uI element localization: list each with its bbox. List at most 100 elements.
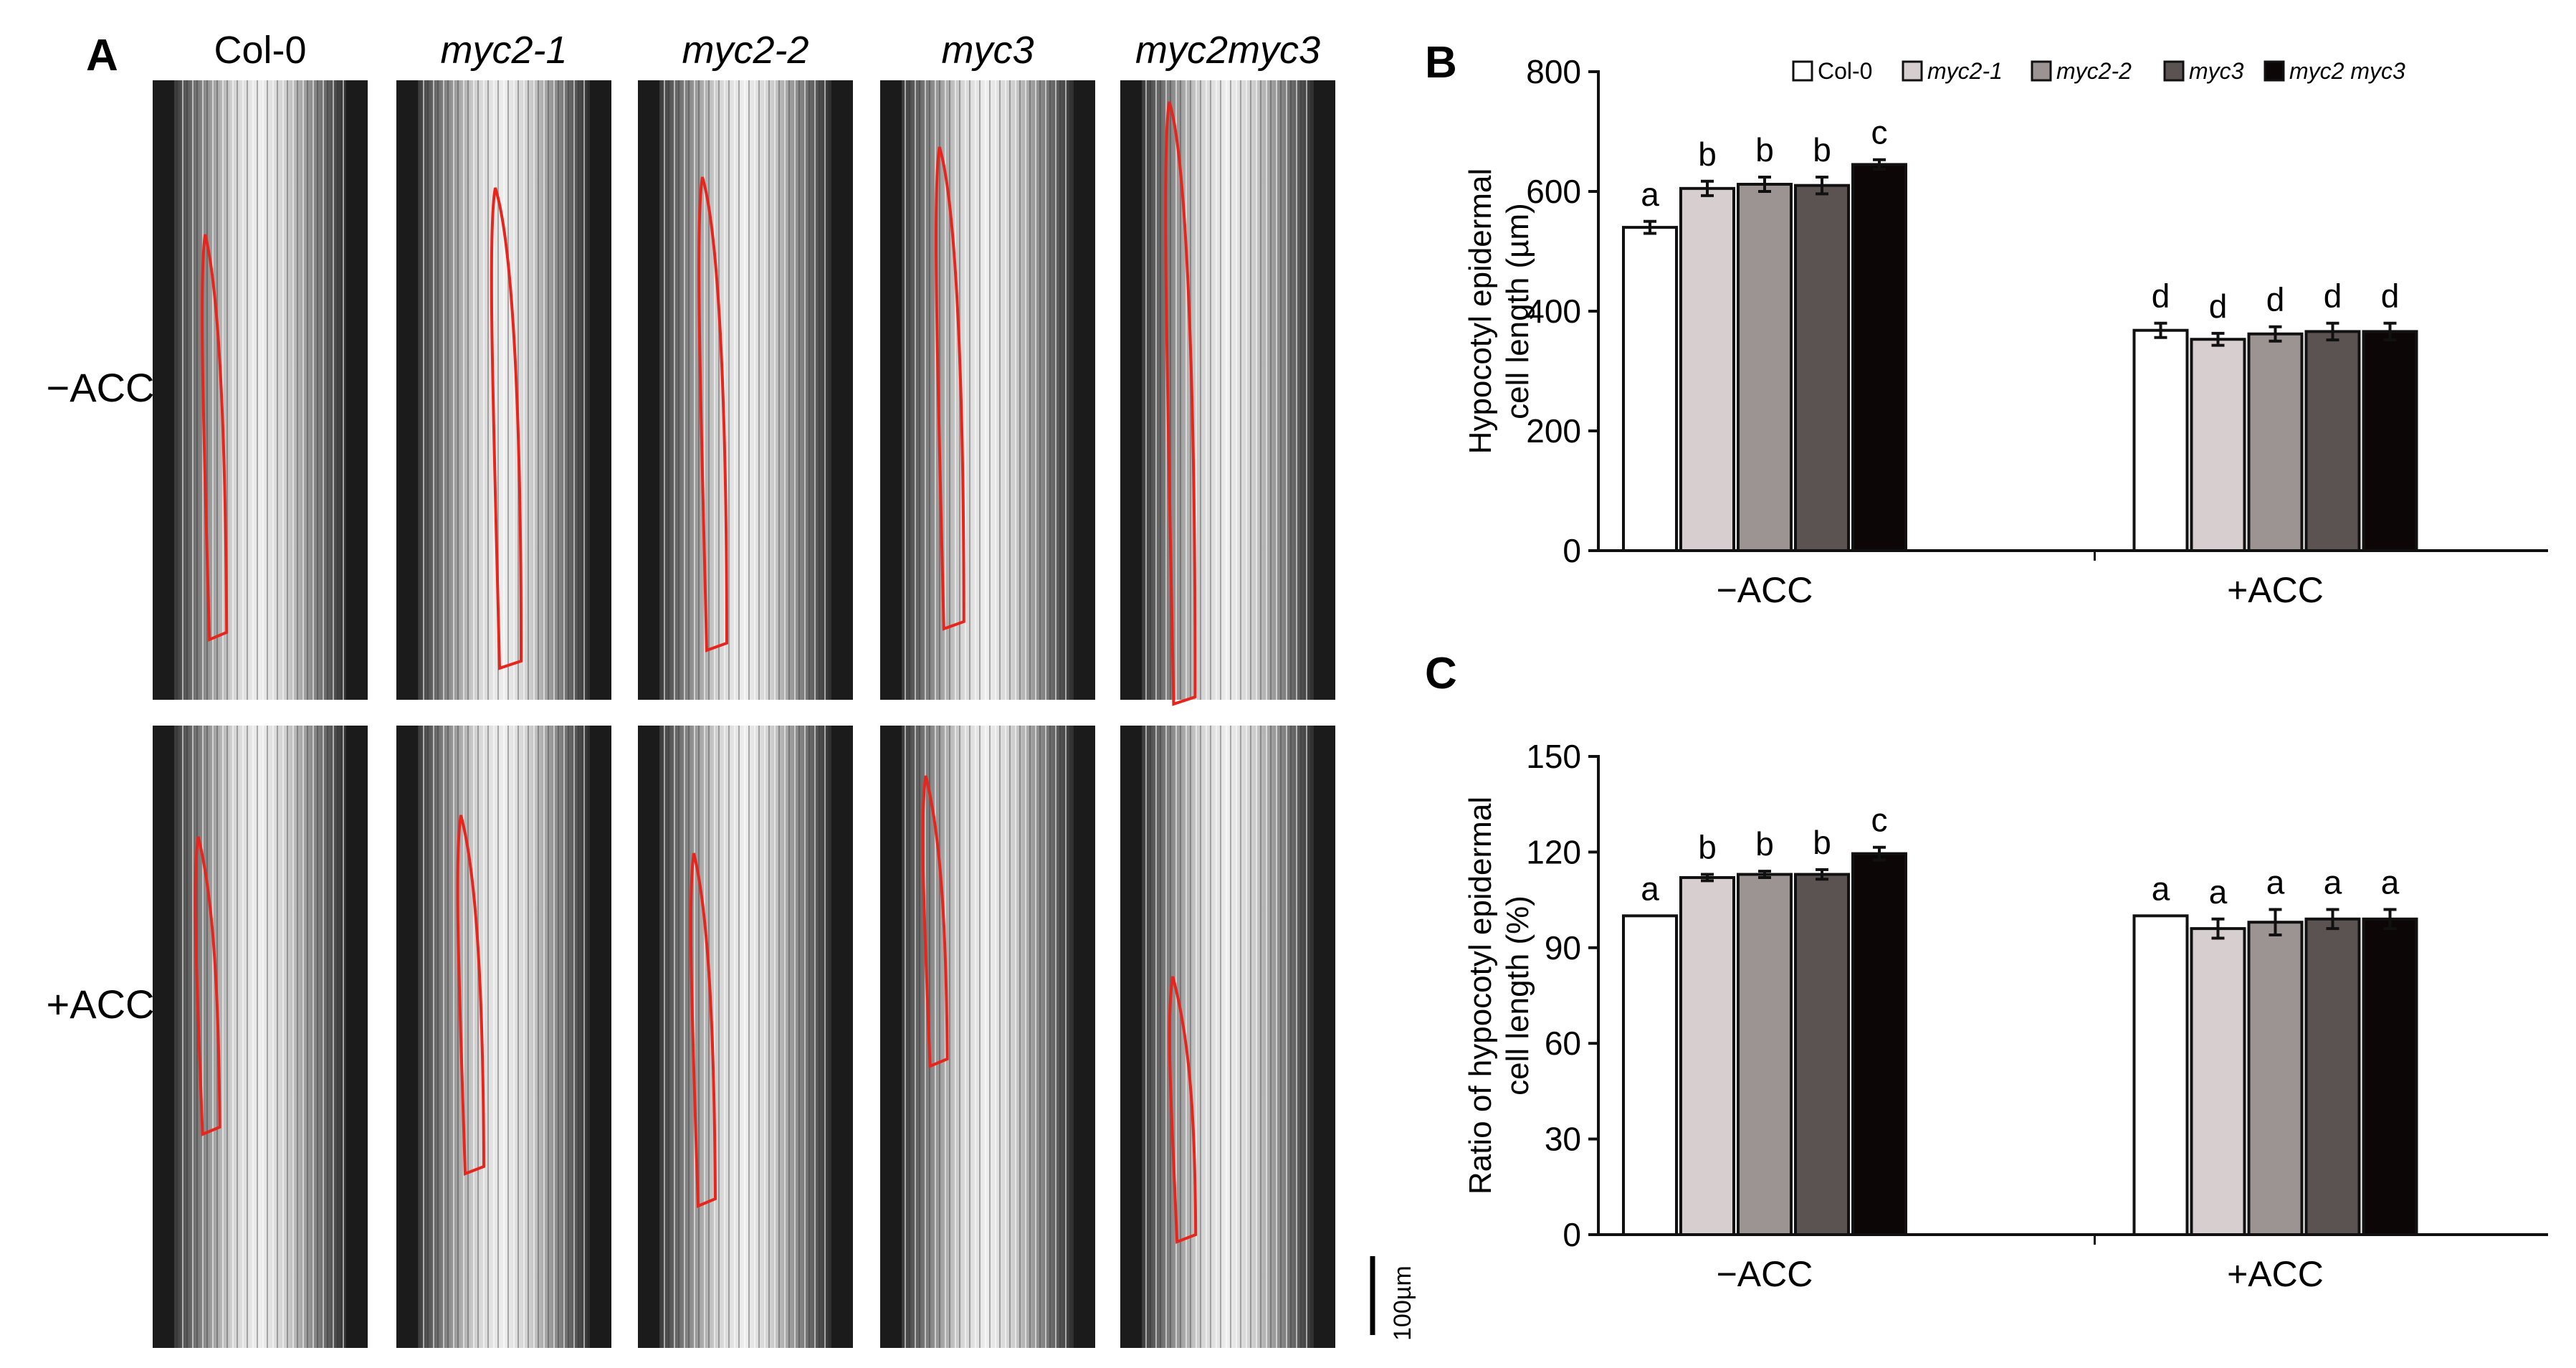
legend-label: myc2 myc3	[2289, 58, 2405, 84]
significance-letter: b	[1698, 829, 1717, 866]
column-header-1: myc2-1	[440, 29, 567, 72]
x-category-label: −ACC	[1717, 570, 1813, 610]
legend-swatch	[2163, 60, 2185, 82]
y-axis-label-line-1: cell length (µm)	[1500, 203, 1535, 419]
cell-outline	[456, 814, 486, 1176]
panel-a-micrographs: Col-0 myc2-1 myc2-2 myc3 myc2myc3 −ACC +ACC 100…	[47, 29, 1416, 1348]
y-axis-label-line-1: cell length (%)	[1500, 896, 1535, 1096]
significance-letter: d	[2209, 288, 2228, 325]
significance-letter: b	[1813, 824, 1831, 861]
legend-item-4: myc2 myc3	[2263, 58, 2405, 84]
legend-label: myc2-1	[1927, 58, 2003, 84]
legend-swatch	[1792, 60, 1813, 82]
x-category-label: +ACC	[2227, 1254, 2324, 1294]
bar-col-0-plus-acc	[2132, 328, 2189, 552]
legend-swatch	[1902, 60, 1923, 82]
significance-letter: a	[2381, 863, 2400, 901]
bar-myc3-minus-acc	[1794, 184, 1850, 552]
micrograph-minus-acc-2	[638, 80, 853, 700]
column-header-2: myc2-2	[682, 29, 808, 72]
micrograph-minus-acc-4	[1120, 80, 1335, 706]
column-header-3: myc3	[941, 29, 1034, 72]
panel-a-letter: A	[86, 31, 118, 80]
y-tick-label: 200	[1526, 412, 1581, 450]
legend-label: Col-0	[1818, 58, 1872, 84]
y-axis-label-line-0: Ratio of hypocotyl epidermal	[1463, 797, 1498, 1194]
legend-item-2: myc2-2	[2031, 58, 2132, 84]
bar-myc2-2-plus-acc	[2247, 332, 2304, 552]
chart-b: 0 200 400 600 800 Hypocotyl epidermal cell len…	[1463, 53, 2548, 610]
y-tick-label: 60	[1545, 1025, 1581, 1062]
significance-letter: b	[1813, 131, 1831, 168]
bar-col-0-plus-acc	[2132, 914, 2189, 1237]
legend-item-0: Col-0	[1792, 58, 1872, 84]
legend-swatch	[2263, 60, 2285, 82]
bar-myc2-2-plus-acc	[2247, 921, 2304, 1237]
bar-myc2-myc3-plus-acc	[2362, 917, 2418, 1237]
bar-myc3-plus-acc	[2304, 917, 2361, 1237]
significance-letter: a	[1641, 176, 1659, 213]
cell-outline	[490, 187, 523, 670]
bar-myc2-1-minus-acc	[1679, 186, 1735, 552]
bar-myc2-2-minus-acc	[1737, 873, 1793, 1236]
bar-myc2-myc3-plus-acc	[2362, 330, 2418, 552]
legend-item-3: myc3	[2163, 58, 2244, 84]
cell-outline	[201, 234, 229, 642]
panel-b-letter: B	[1425, 38, 1457, 87]
cell-outline	[697, 176, 729, 652]
row-label-0: −ACC	[47, 365, 155, 410]
y-tick-label: 600	[1526, 173, 1581, 210]
y-tick-label: 30	[1545, 1121, 1581, 1158]
bar-myc2-myc3-minus-acc	[1851, 852, 1907, 1236]
legend-label: myc3	[2189, 58, 2244, 84]
legend-swatch	[2031, 60, 2052, 82]
micrograph-minus-acc-3	[880, 80, 1095, 700]
bar-myc2-1-plus-acc	[2190, 927, 2246, 1236]
cell-outline	[934, 146, 965, 631]
y-tick-label: 400	[1526, 293, 1581, 330]
micrograph-plus-acc-1	[396, 726, 611, 1348]
significance-letter: c	[1871, 114, 1888, 151]
significance-letter: a	[2209, 873, 2228, 911]
significance-letter: d	[2324, 277, 2342, 315]
micrograph-plus-acc-2	[638, 726, 853, 1348]
significance-letter: d	[2266, 281, 2285, 318]
cell-outline	[1164, 101, 1197, 706]
significance-letter: b	[1755, 131, 1774, 168]
bar-myc2-1-minus-acc	[1679, 875, 1735, 1237]
y-tick-label: 90	[1545, 929, 1581, 966]
y-tick-label: 0	[1563, 1216, 1581, 1253]
significance-letter: b	[1755, 825, 1774, 863]
significance-letter: d	[2381, 277, 2400, 315]
significance-letter: a	[1641, 870, 1659, 907]
legend-item-1: myc2-1	[1902, 58, 2003, 84]
bar-myc3-plus-acc	[2304, 330, 2361, 552]
significance-letter: b	[1698, 136, 1717, 173]
micrograph-minus-acc-0	[153, 80, 368, 700]
cell-outline	[1168, 976, 1198, 1244]
y-tick-label: 120	[1526, 833, 1581, 870]
row-label-1: +ACC	[47, 982, 155, 1027]
panel-c-letter: C	[1425, 649, 1457, 698]
column-header-4: myc2myc3	[1135, 29, 1320, 72]
legend-label: myc2-2	[2056, 58, 2132, 84]
cell-outline	[194, 836, 221, 1136]
x-category-label: +ACC	[2227, 570, 2324, 610]
cell-outline	[689, 852, 717, 1208]
bar-myc2-1-plus-acc	[2190, 338, 2246, 552]
micrograph-minus-acc-1	[396, 80, 611, 700]
significance-letter: d	[2152, 277, 2170, 315]
y-axis-label-line-0: Hypocotyl epidermal	[1463, 168, 1498, 455]
y-tick-label: 800	[1526, 53, 1581, 90]
significance-letter: c	[1871, 802, 1888, 839]
y-tick-label: 0	[1563, 532, 1581, 569]
bar-myc3-minus-acc	[1794, 873, 1850, 1236]
bar-col-0-minus-acc	[1622, 914, 1678, 1237]
chart-c: 0 30 60 90 120 150 Ratio of hypocotyl epiderma…	[1463, 738, 2548, 1294]
bar-myc2-2-minus-acc	[1737, 182, 1793, 552]
significance-letter: a	[2324, 863, 2342, 901]
scale-bar-label: 100µm	[1389, 1265, 1416, 1341]
bar-myc2-myc3-minus-acc	[1851, 163, 1907, 553]
bar-col-0-minus-acc	[1622, 226, 1678, 552]
